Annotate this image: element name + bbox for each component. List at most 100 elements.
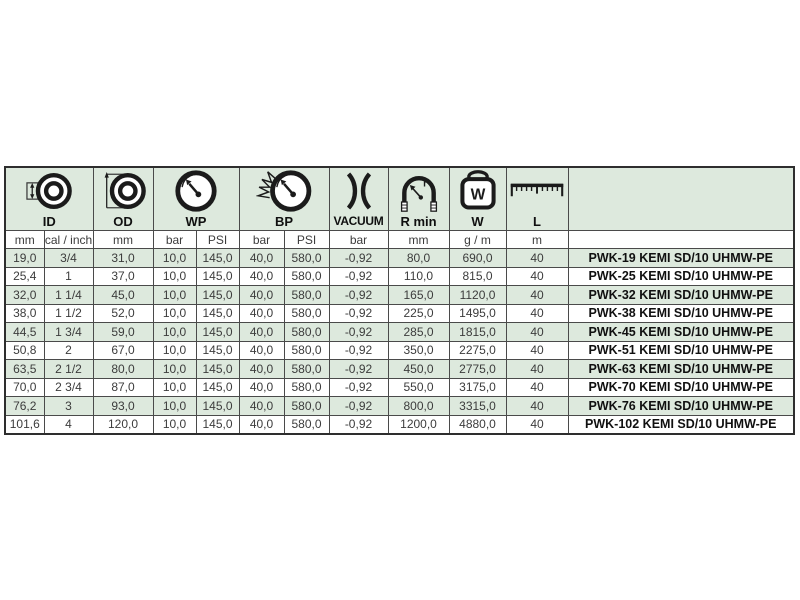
data-cell: 580,0 xyxy=(283,414,330,435)
column-header-r-min: r R min xyxy=(387,166,450,231)
unit-cell: mm xyxy=(387,230,450,249)
data-cell: 101,6 xyxy=(4,414,45,435)
product-name-cell: PWK-32 KEMI SD/10 UHMW-PE xyxy=(567,285,795,305)
unit-cell: g / m xyxy=(448,230,507,249)
data-cell: 145,0 xyxy=(195,285,240,305)
unit-cell: bar xyxy=(238,230,285,249)
data-cell: 145,0 xyxy=(195,414,240,435)
data-cell: 1120,0 xyxy=(448,285,507,305)
data-cell: 40 xyxy=(505,285,569,305)
data-cell: 31,0 xyxy=(92,248,154,268)
data-cell: 50,8 xyxy=(4,340,45,360)
data-cell: 40 xyxy=(505,266,569,286)
data-cell: 10,0 xyxy=(152,377,197,397)
data-cell: 145,0 xyxy=(195,322,240,342)
data-cell: 40 xyxy=(505,303,569,323)
product-name-cell: PWK-76 KEMI SD/10 UHMW-PE xyxy=(567,396,795,416)
data-cell: 3315,0 xyxy=(448,396,507,416)
length-ruler-icon xyxy=(507,168,567,214)
data-cell: 40 xyxy=(505,340,569,360)
data-cell: 40,0 xyxy=(238,396,285,416)
data-cell: 93,0 xyxy=(92,396,154,416)
table-row: 63,5 2 1/2 80,0 10,0 145,0 40,0 580,0 -0,92 450,… xyxy=(4,359,795,379)
data-cell: 145,0 xyxy=(195,340,240,360)
product-name-cell: PWK-25 KEMI SD/10 UHMW-PE xyxy=(567,266,795,286)
data-cell: 80,0 xyxy=(92,359,154,379)
burst-pressure-gauge-icon xyxy=(240,168,328,214)
data-cell: 580,0 xyxy=(283,285,330,305)
data-cell: 76,2 xyxy=(4,396,45,416)
data-cell: 40,0 xyxy=(238,248,285,268)
column-label: VACUUM xyxy=(333,214,384,228)
data-cell: 800,0 xyxy=(387,396,450,416)
data-cell: 40,0 xyxy=(238,285,285,305)
data-cell: 87,0 xyxy=(92,377,154,397)
data-cell: 3/4 xyxy=(43,248,94,268)
column-header-od: OD xyxy=(92,166,154,231)
column-label: W xyxy=(471,214,484,229)
data-cell: 145,0 xyxy=(195,248,240,268)
bend-radius-icon: r xyxy=(389,168,448,214)
data-cell: 580,0 xyxy=(283,248,330,268)
data-cell: 10,0 xyxy=(152,303,197,323)
table-row: 76,2 3 93,0 10,0 145,0 40,0 580,0 -0,92 800,0 331… xyxy=(4,396,795,416)
table-row: 50,8 2 67,0 10,0 145,0 40,0 580,0 -0,92 350,0 227… xyxy=(4,340,795,360)
data-cell: 2275,0 xyxy=(448,340,507,360)
data-cell: 3 xyxy=(43,396,94,416)
data-cell: 2 xyxy=(43,340,94,360)
data-cell: 67,0 xyxy=(92,340,154,360)
data-cell: 285,0 xyxy=(387,322,450,342)
data-cell: 580,0 xyxy=(283,266,330,286)
data-cell: 40 xyxy=(505,322,569,342)
data-cell: -0,92 xyxy=(328,414,389,435)
data-cell: 40,0 xyxy=(238,266,285,286)
data-cell: 580,0 xyxy=(283,322,330,342)
data-cell: 1495,0 xyxy=(448,303,507,323)
data-cell: 1 1/4 xyxy=(43,285,94,305)
table-row: 38,0 1 1/2 52,0 10,0 145,0 40,0 580,0 -0,92 225,… xyxy=(4,303,795,323)
unit-cell: m xyxy=(505,230,569,249)
data-cell: 110,0 xyxy=(387,266,450,286)
data-cell: 40 xyxy=(505,359,569,379)
column-header-vacuum: VACUUM xyxy=(328,166,389,231)
data-cell: 25,4 xyxy=(4,266,45,286)
table-row: 101,6 4 120,0 10,0 145,0 40,0 580,0 -0,92 1200,0… xyxy=(4,414,795,435)
table-row: 70,0 2 3/4 87,0 10,0 145,0 40,0 580,0 -0,92 550,… xyxy=(4,377,795,397)
data-cell: 10,0 xyxy=(152,322,197,342)
data-cell: 1 xyxy=(43,266,94,286)
data-cell: 580,0 xyxy=(283,340,330,360)
data-cell: 2 1/2 xyxy=(43,359,94,379)
data-cell: 580,0 xyxy=(283,396,330,416)
data-cell: 40,0 xyxy=(238,340,285,360)
data-cell: 70,0 xyxy=(4,377,45,397)
data-cell: -0,92 xyxy=(328,248,389,268)
data-cell: -0,92 xyxy=(328,396,389,416)
product-name-cell: PWK-70 KEMI SD/10 UHMW-PE xyxy=(567,377,795,397)
data-cell: 40 xyxy=(505,396,569,416)
product-name-cell: PWK-19 KEMI SD/10 UHMW-PE xyxy=(567,248,795,268)
data-cell: 145,0 xyxy=(195,359,240,379)
data-cell: 145,0 xyxy=(195,396,240,416)
unit-cell: bar xyxy=(152,230,197,249)
outer-diameter-icon xyxy=(94,168,152,214)
data-cell: 37,0 xyxy=(92,266,154,286)
data-cell: 450,0 xyxy=(387,359,450,379)
product-name-cell: PWK-45 KEMI SD/10 UHMW-PE xyxy=(567,322,795,342)
data-cell: 1815,0 xyxy=(448,322,507,342)
data-cell: 4880,0 xyxy=(448,414,507,435)
data-cell: 2 3/4 xyxy=(43,377,94,397)
data-cell: 580,0 xyxy=(283,303,330,323)
weight-icon: W xyxy=(450,168,505,214)
column-label: WP xyxy=(185,214,207,229)
data-cell: 815,0 xyxy=(448,266,507,286)
data-cell: 580,0 xyxy=(283,359,330,379)
unit-cell: mm xyxy=(4,230,45,249)
svg-text:W: W xyxy=(470,187,485,204)
data-cell: 40,0 xyxy=(238,377,285,397)
data-cell: 10,0 xyxy=(152,359,197,379)
data-cell: 4 xyxy=(43,414,94,435)
table-row: 25,4 1 37,0 10,0 145,0 40,0 580,0 -0,92 110,0 815… xyxy=(4,266,795,286)
data-cell: 44,5 xyxy=(4,322,45,342)
